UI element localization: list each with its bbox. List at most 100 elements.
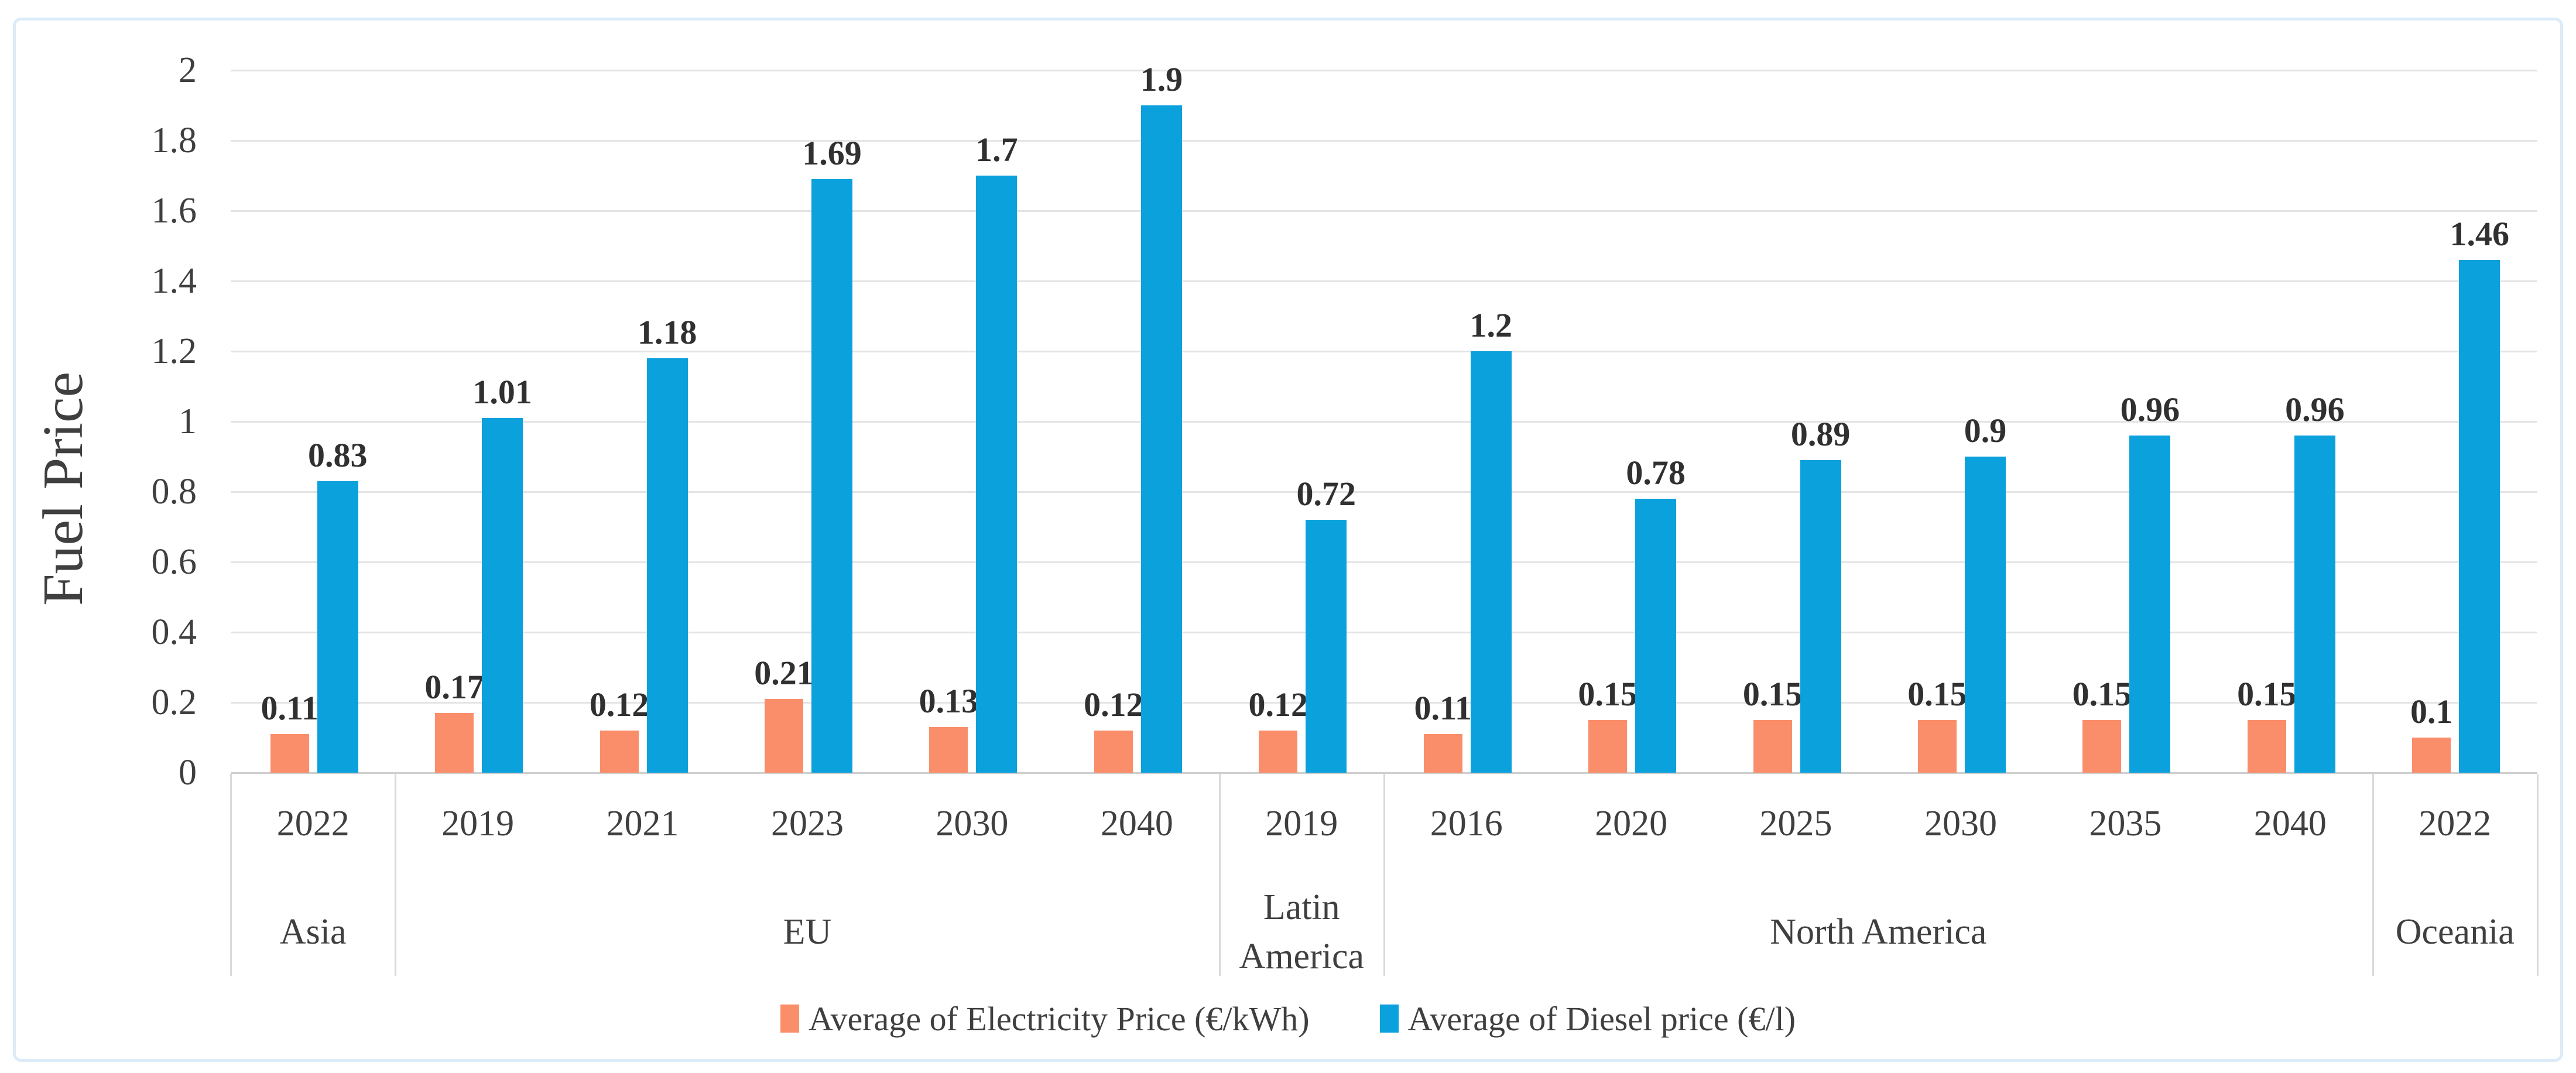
- y-axis-tick-label: 1.4: [151, 261, 197, 301]
- bar-electricity-EU-2023: [765, 699, 803, 773]
- y-axis-tick-label: 0.2: [151, 683, 197, 722]
- bar-electricity-North America-2030: [1918, 720, 1957, 773]
- data-label-diesel: 1.18: [637, 313, 697, 351]
- data-label-electricity: 0.15: [2237, 675, 2297, 713]
- year-label: 2019: [441, 804, 515, 844]
- data-label-electricity: 0.11: [261, 689, 318, 727]
- region-label-oceania: Oceania: [2395, 912, 2515, 952]
- data-label-diesel: 1.9: [1140, 60, 1183, 98]
- bar-diesel-EU-2019: [482, 418, 523, 773]
- year-label: 2025: [1759, 804, 1832, 844]
- gridline: [231, 491, 2537, 493]
- data-label-diesel: 0.72: [1296, 475, 1356, 513]
- bar-diesel-Asia-2022: [317, 481, 358, 773]
- bar-diesel-EU-2021: [646, 358, 688, 773]
- y-axis-tick-label: 0.6: [151, 542, 197, 582]
- y-axis-tick-label: 1: [179, 402, 197, 441]
- region-label-north-america: North America: [1770, 912, 1987, 952]
- data-label-electricity: 0.15: [1907, 675, 1967, 713]
- year-label: 2019: [1265, 804, 1338, 844]
- region-label-eu: EU: [783, 912, 832, 952]
- data-label-diesel: 0.9: [1964, 412, 2007, 450]
- group-separator: [1383, 774, 1385, 976]
- y-axis-tick-label: 2: [179, 50, 197, 90]
- legend-item-diesel: Average of Diesel price (€/l): [1379, 999, 1796, 1038]
- bar-electricity-North America-2040: [2247, 720, 2286, 773]
- data-label-electricity: 0.17: [424, 668, 484, 706]
- bar-diesel-North America-2040: [2294, 436, 2335, 773]
- bar-electricity-Oceania-2022: [2412, 738, 2451, 773]
- bar-diesel-North America-2016: [1470, 351, 1512, 773]
- year-label: 2035: [2089, 804, 2162, 844]
- legend-item-electricity: Average of Electricity Price (€/kWh): [780, 999, 1310, 1038]
- gridline: [231, 351, 2537, 352]
- data-label-diesel: 0.96: [2285, 390, 2345, 428]
- gridline: [231, 561, 2537, 563]
- data-label-diesel: 1.2: [1469, 306, 1512, 344]
- bar-diesel-North America-2020: [1635, 499, 1677, 773]
- y-axis-tick-label: 1.6: [151, 191, 197, 231]
- group-separator: [2372, 774, 2374, 976]
- gridline: [231, 280, 2537, 282]
- year-label: 2030: [1924, 804, 1997, 844]
- year-label: 2023: [770, 804, 844, 844]
- bar-electricity-Latin America-2019: [1259, 731, 1298, 773]
- region-label-asia: Asia: [279, 912, 347, 952]
- group-separator: [1218, 774, 1221, 976]
- x-axis-line: [231, 772, 2537, 774]
- year-label: 2040: [1100, 804, 1173, 844]
- year-label: 2022: [2419, 804, 2492, 844]
- data-label-electricity: 0.11: [1414, 689, 1472, 727]
- bar-electricity-EU-2021: [600, 731, 639, 773]
- data-label-electricity: 0.15: [1578, 675, 1638, 713]
- bar-electricity-EU-2040: [1094, 731, 1133, 773]
- data-label-diesel: 0.89: [1790, 415, 1851, 453]
- legend: Average of Electricity Price (€/kWh) Aver…: [0, 995, 2576, 1042]
- data-label-electricity: 0.15: [2072, 675, 2132, 713]
- group-separator: [2537, 774, 2539, 976]
- year-label: 2016: [1430, 804, 1503, 844]
- year-label: 2020: [1595, 804, 1668, 844]
- year-label: 2030: [936, 804, 1009, 844]
- bar-electricity-EU-2030: [929, 727, 968, 773]
- gridline: [231, 421, 2537, 423]
- data-label-electricity: 0.1: [2410, 693, 2453, 731]
- gridline: [231, 702, 2537, 704]
- gridline: [231, 140, 2537, 142]
- bar-diesel-Oceania-2022: [2459, 260, 2500, 773]
- legend-swatch-diesel: [1379, 1005, 1399, 1033]
- data-label-diesel: 0.96: [2120, 390, 2180, 428]
- bar-electricity-EU-2019: [435, 713, 474, 773]
- year-label: 2040: [2253, 804, 2327, 844]
- group-separator: [230, 774, 232, 976]
- data-label-electricity: 0.15: [1742, 675, 1803, 713]
- y-axis-tick-label: 1.8: [151, 121, 197, 160]
- bar-electricity-North America-2020: [1588, 720, 1628, 773]
- y-axis-tick-label: 0: [179, 753, 197, 793]
- legend-swatch-electricity: [780, 1005, 799, 1033]
- bar-electricity-Asia-2022: [270, 734, 309, 773]
- year-label: 2022: [276, 804, 350, 844]
- bar-diesel-EU-2023: [811, 179, 852, 773]
- bar-electricity-North America-2016: [1423, 734, 1462, 773]
- group-separator: [395, 774, 397, 976]
- bar-electricity-North America-2035: [2082, 720, 2122, 773]
- bar-diesel-EU-2040: [1140, 105, 1182, 773]
- gridline: [231, 210, 2537, 212]
- region-label-latin-america: Latin America: [1239, 887, 1364, 976]
- gridline: [231, 70, 2537, 71]
- legend-label: Average of Diesel price (€/l): [1407, 999, 1796, 1038]
- data-label-diesel: 1.7: [975, 131, 1018, 169]
- bar-diesel-EU-2030: [976, 176, 1018, 773]
- bar-diesel-North America-2025: [1800, 460, 1841, 773]
- data-label-electricity: 0.21: [754, 654, 814, 692]
- data-label-electricity: 0.12: [1084, 685, 1143, 724]
- y-axis-title: Fuel Price: [32, 371, 95, 606]
- data-label-diesel: 1.69: [802, 134, 862, 172]
- data-label-electricity: 0.13: [919, 682, 979, 720]
- y-axis-tick-label: 0.8: [151, 472, 197, 512]
- data-label-diesel: 1.46: [2450, 215, 2510, 253]
- year-label: 2021: [606, 804, 679, 844]
- data-label-diesel: 0.83: [307, 436, 368, 474]
